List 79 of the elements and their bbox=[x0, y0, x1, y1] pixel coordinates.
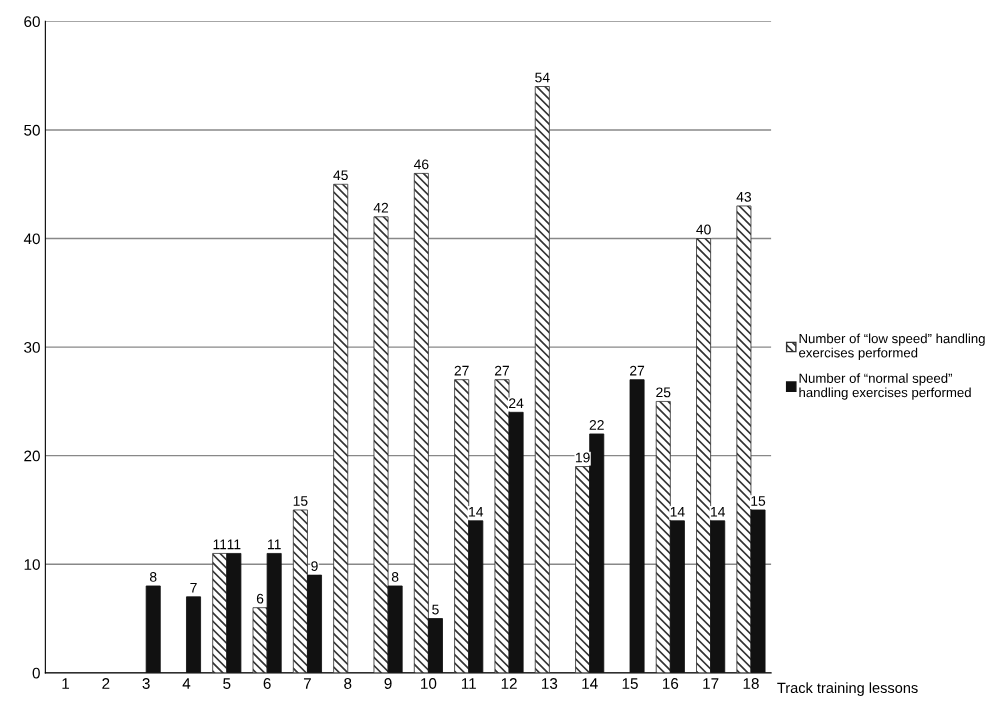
data-label: 22 bbox=[589, 419, 604, 430]
y-tick-label: 60 bbox=[24, 16, 40, 28]
x-tick-label: 1 bbox=[62, 678, 70, 689]
y-tick-label: 30 bbox=[24, 341, 40, 353]
bar bbox=[373, 216, 389, 673]
y-tick-label: 50 bbox=[24, 124, 40, 136]
data-label: 14 bbox=[670, 507, 685, 517]
bar bbox=[266, 552, 282, 673]
bar bbox=[186, 596, 202, 673]
x-tick-label: 4 bbox=[182, 678, 191, 689]
data-label: 54 bbox=[535, 72, 550, 83]
x-axis-title: Track training lessons bbox=[777, 682, 918, 696]
data-label: 9 bbox=[311, 561, 318, 571]
bar bbox=[629, 379, 645, 673]
y-tick-label: 10 bbox=[24, 559, 40, 570]
bar bbox=[750, 509, 766, 673]
x-tick-label: 16 bbox=[662, 678, 679, 689]
legend-label: Number of “normal speed” handling exercises performed bbox=[799, 373, 971, 400]
x-tick-label: 8 bbox=[344, 678, 352, 689]
y-tick-label: 20 bbox=[24, 450, 40, 462]
data-label: 27 bbox=[494, 365, 510, 376]
bar bbox=[333, 183, 349, 673]
data-label: 11 bbox=[213, 539, 227, 550]
bar bbox=[575, 466, 591, 673]
data-label: 14 bbox=[469, 507, 484, 517]
legend-label: Number of “low speed” handling exercises performed bbox=[799, 333, 985, 361]
bar bbox=[427, 618, 443, 673]
x-tick-label: 7 bbox=[303, 678, 311, 689]
data-label: 25 bbox=[656, 387, 671, 398]
data-label: 19 bbox=[575, 452, 590, 463]
x-tick-label: 6 bbox=[263, 678, 271, 689]
bar bbox=[736, 205, 752, 673]
bar bbox=[589, 433, 605, 673]
x-tick-label: 5 bbox=[223, 678, 231, 689]
data-label: 45 bbox=[333, 170, 348, 181]
bar bbox=[655, 400, 671, 673]
y-tick-label: 40 bbox=[23, 233, 40, 245]
data-label: 15 bbox=[751, 496, 766, 506]
data-label: 43 bbox=[736, 191, 752, 202]
bar bbox=[494, 379, 510, 673]
bar bbox=[534, 86, 550, 673]
bar bbox=[145, 585, 161, 673]
bar bbox=[468, 520, 484, 673]
x-tick-label: 11 bbox=[461, 678, 476, 689]
data-label: 14 bbox=[711, 507, 726, 517]
bar bbox=[710, 520, 726, 673]
bar bbox=[669, 520, 685, 673]
x-tick-label: 9 bbox=[384, 678, 392, 689]
x-tick-label: 15 bbox=[622, 678, 638, 689]
x-tick-label: 13 bbox=[542, 678, 558, 689]
bar bbox=[454, 379, 470, 673]
x-tick-label: 3 bbox=[142, 678, 150, 689]
bar bbox=[387, 585, 403, 673]
data-label: 27 bbox=[454, 365, 469, 376]
x-tick-label: 18 bbox=[743, 678, 759, 689]
data-label: 42 bbox=[373, 202, 389, 213]
y-tick-label: 0 bbox=[32, 667, 40, 679]
data-label: 27 bbox=[630, 365, 645, 376]
x-tick-label: 14 bbox=[582, 678, 598, 689]
data-label: 11 bbox=[227, 539, 241, 550]
data-label: 5 bbox=[432, 604, 439, 615]
bar bbox=[696, 238, 712, 673]
bar bbox=[212, 552, 228, 673]
data-label: 11 bbox=[268, 539, 281, 550]
bar bbox=[413, 172, 429, 673]
data-label: 15 bbox=[293, 496, 308, 506]
x-tick-label: 12 bbox=[501, 678, 517, 689]
bar bbox=[292, 509, 308, 673]
x-tick-label: 10 bbox=[421, 678, 437, 689]
data-label: 46 bbox=[413, 159, 429, 170]
x-tick-label: 17 bbox=[703, 678, 719, 689]
bar bbox=[252, 607, 268, 673]
data-label: 8 bbox=[391, 572, 399, 582]
data-label: 7 bbox=[190, 583, 197, 593]
data-label: 24 bbox=[509, 398, 524, 408]
data-label: 6 bbox=[256, 593, 264, 604]
x-tick-label: 2 bbox=[102, 678, 110, 689]
data-label: 40 bbox=[696, 224, 711, 235]
data-label: 8 bbox=[149, 572, 157, 582]
